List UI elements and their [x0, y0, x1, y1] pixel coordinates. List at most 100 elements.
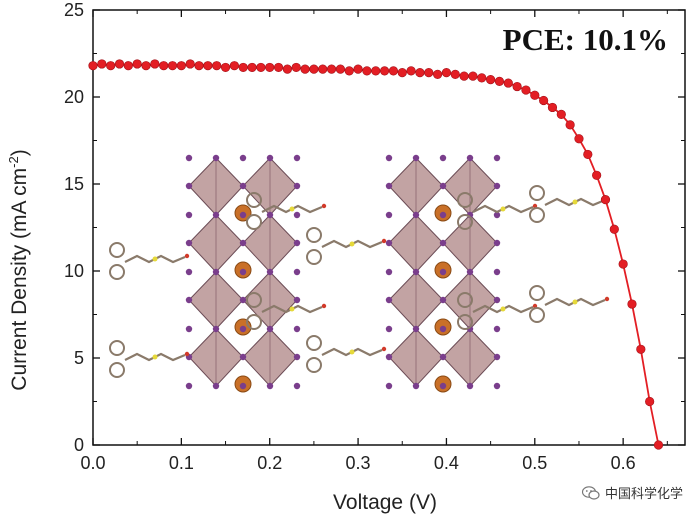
data-point	[609, 224, 619, 234]
data-point	[123, 61, 133, 71]
oxygen-atom	[321, 303, 327, 309]
data-point	[300, 64, 310, 74]
data-point	[432, 69, 443, 79]
perovskite-column-left	[185, 154, 301, 393]
data-point	[627, 299, 637, 309]
data-point	[203, 61, 213, 71]
x-axis-label: Voltage (V)	[333, 491, 437, 514]
data-point	[539, 95, 549, 106]
halide-atom	[185, 154, 193, 162]
data-point	[167, 61, 178, 71]
data-point	[468, 71, 478, 81]
x-tick-label: 0.5	[522, 453, 547, 473]
data-point	[335, 64, 346, 74]
halide-atom	[266, 382, 274, 390]
data-point	[371, 66, 381, 76]
halide-atom	[412, 268, 420, 276]
data-point	[273, 62, 284, 73]
x-tick-label: 0.2	[257, 453, 282, 473]
organic-molecule	[529, 285, 610, 323]
aromatic-ring	[457, 314, 473, 330]
y-tick-label: 10	[64, 261, 84, 281]
oxygen-atom	[381, 238, 387, 244]
organic-molecule	[246, 192, 327, 230]
halide-atom	[412, 211, 420, 219]
data-point	[645, 396, 655, 407]
plot-frame	[92, 9, 686, 446]
sulfur-atom	[152, 256, 158, 262]
halide-atom	[493, 325, 501, 333]
perovskite-structure-inset	[109, 154, 610, 393]
halide-atom	[239, 325, 247, 333]
data-point	[256, 62, 266, 73]
aromatic-ring	[246, 314, 262, 330]
y-tick-label: 5	[74, 348, 84, 368]
halide-atom	[493, 382, 501, 390]
data-point	[132, 59, 142, 69]
data-point	[159, 61, 169, 71]
y-tick-label: 20	[64, 87, 84, 107]
data-point	[565, 120, 575, 130]
halide-atom	[466, 268, 474, 276]
data-point	[459, 71, 469, 81]
data-point	[424, 68, 434, 78]
halide-atom	[293, 296, 301, 304]
halide-atom	[293, 182, 301, 190]
aromatic-ring	[306, 249, 322, 265]
halide-atom	[412, 325, 420, 333]
data-point	[185, 59, 195, 69]
halide-atom	[185, 211, 193, 219]
halide-atom	[239, 239, 247, 247]
series-jv	[88, 59, 664, 450]
organic-molecule	[109, 340, 190, 378]
y-axis-label: Current Density (mA cm-2)	[6, 149, 31, 390]
data-point	[353, 64, 363, 74]
sulfur-atom	[349, 349, 355, 355]
data-point	[618, 259, 628, 269]
sulfur-atom	[349, 241, 355, 247]
organic-molecule	[109, 242, 190, 280]
halide-atom	[185, 382, 193, 390]
data-point	[344, 66, 354, 76]
data-point	[282, 64, 292, 74]
halide-atom	[266, 325, 274, 333]
halide-atom	[493, 154, 501, 162]
x-tick-label: 0.1	[169, 453, 194, 473]
data-point	[450, 69, 460, 79]
watermark: 中国科学化学	[581, 483, 683, 502]
halide-atom	[185, 268, 193, 276]
halide-atom	[212, 211, 220, 219]
halide-atom	[412, 382, 420, 390]
halide-atom	[493, 239, 501, 247]
halide-atom	[293, 382, 301, 390]
halide-atom	[439, 325, 447, 333]
halide-atom	[212, 268, 220, 276]
halide-atom	[439, 211, 447, 219]
halide-atom	[185, 239, 193, 247]
halide-atom	[385, 211, 393, 219]
data-point	[600, 195, 611, 205]
wechat-icon	[581, 485, 600, 500]
halide-atom	[266, 211, 274, 219]
oxygen-atom	[381, 346, 387, 352]
data-point	[397, 68, 407, 78]
aromatic-ring	[529, 185, 545, 201]
sulfur-atom	[152, 354, 158, 360]
halide-atom	[493, 182, 501, 190]
data-point	[238, 62, 248, 73]
halide-atom	[293, 325, 301, 333]
aromatic-ring	[109, 340, 125, 356]
data-point	[265, 62, 275, 73]
data-point	[653, 440, 664, 450]
data-point	[486, 74, 496, 85]
data-point	[97, 59, 107, 69]
halide-atom	[385, 296, 393, 304]
aromatic-ring	[109, 242, 125, 258]
axes	[92, 9, 686, 446]
data-point	[150, 59, 160, 69]
halide-atom	[493, 211, 501, 219]
halide-atom	[439, 268, 447, 276]
y-axis-label-sup: -2	[6, 156, 21, 168]
halide-atom	[293, 268, 301, 276]
y-axis-label-end: )	[8, 149, 31, 156]
